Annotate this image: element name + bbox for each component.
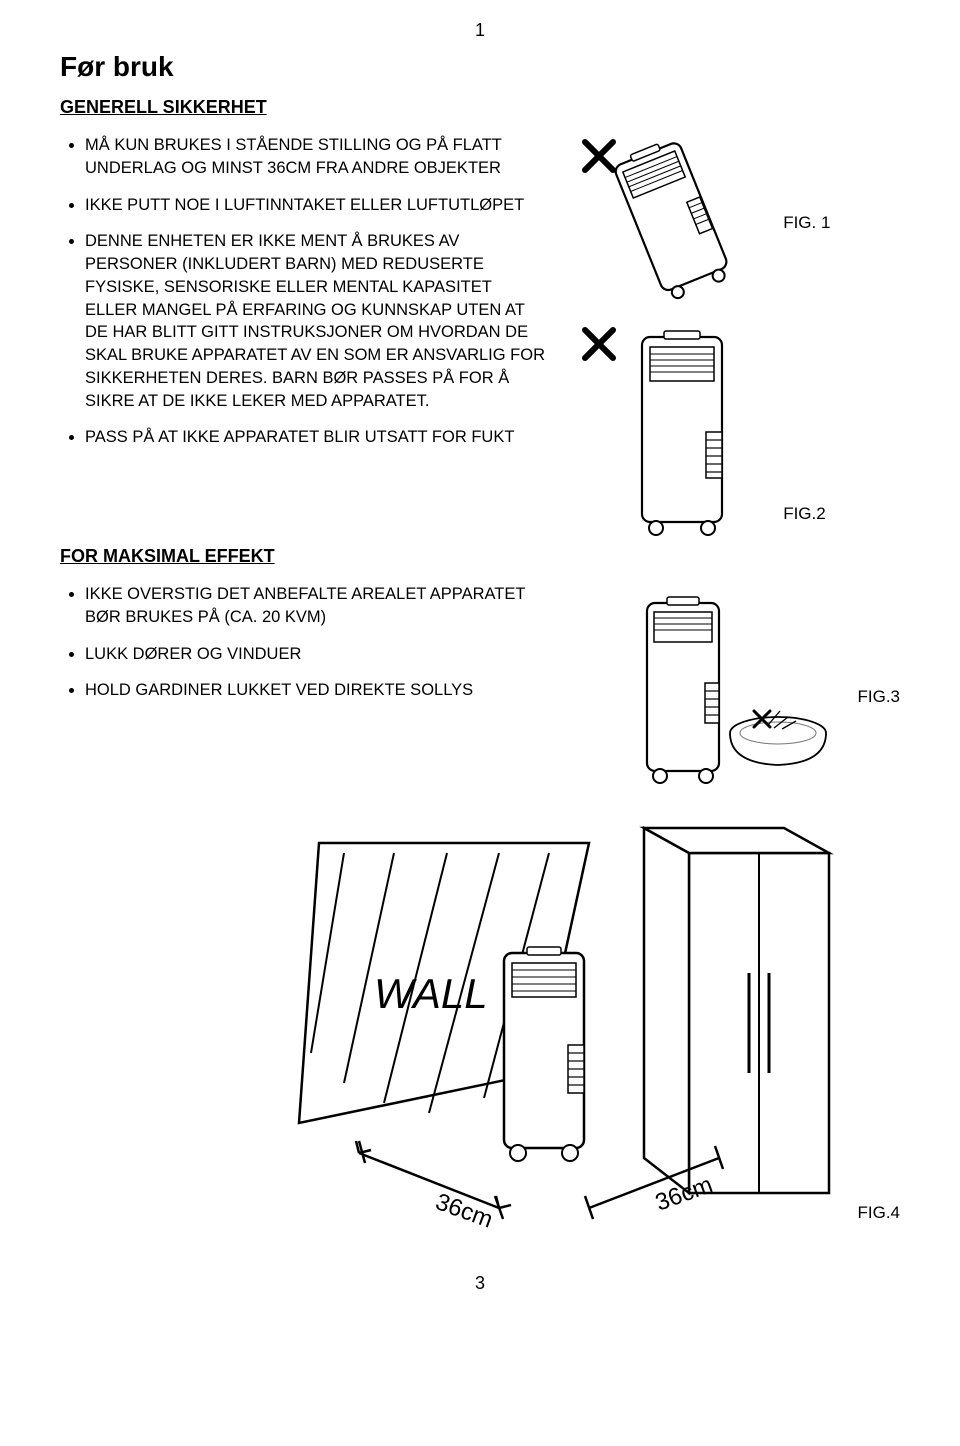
wall-text: WALL bbox=[374, 970, 488, 1017]
figure-1: FIG. 1 bbox=[577, 134, 900, 304]
figure-2: FIG.2 bbox=[577, 322, 900, 542]
list-item: IKKE PUTT NOE I LUFTINNTAKET ELLER LUFTU… bbox=[85, 194, 547, 217]
page-number-top: 1 bbox=[60, 20, 900, 41]
list-item: LUKK DØRER OG VINDUER bbox=[85, 643, 547, 666]
list-item: PASS PÅ AT IKKE APPARATET BLIR UTSATT FO… bbox=[85, 426, 547, 449]
page-number-bottom: 3 bbox=[60, 1273, 900, 1294]
heading-effect: FOR MAKSIMAL EFFEKT bbox=[60, 546, 900, 567]
figure-3: FIG.3 bbox=[577, 593, 900, 793]
fig1-label: FIG. 1 bbox=[783, 213, 830, 233]
list-item: DENNE ENHETEN ER IKKE MENT Å BRUKES AV P… bbox=[85, 230, 547, 412]
list-item: IKKE OVERSTIG DET ANBEFALTE AREALET APPA… bbox=[85, 583, 547, 629]
ac-unit-wall-distance-icon: WALL bbox=[289, 813, 849, 1243]
fig3-label: FIG.3 bbox=[857, 687, 900, 707]
page-title: Før bruk bbox=[60, 51, 900, 83]
list-item: MÅ KUN BRUKES I STÅENDE STILLING OG PÅ F… bbox=[85, 134, 547, 180]
ac-unit-upright-icon bbox=[577, 322, 777, 542]
ac-unit-with-bowl-icon bbox=[613, 593, 843, 793]
fig4-label: FIG.4 bbox=[857, 1203, 900, 1223]
safety-list: MÅ KUN BRUKES I STÅENDE STILLING OG PÅ F… bbox=[60, 134, 547, 449]
list-item: HOLD GARDINER LUKKET VED DIREKTE SOLLYS bbox=[85, 679, 547, 702]
effect-list: IKKE OVERSTIG DET ANBEFALTE AREALET APPA… bbox=[60, 583, 547, 702]
ac-unit-tilted-icon bbox=[577, 134, 777, 304]
fig2-label: FIG.2 bbox=[783, 504, 826, 524]
heading-safety: GENERELL SIKKERHET bbox=[60, 97, 900, 118]
figure-4: WALL bbox=[60, 813, 900, 1243]
